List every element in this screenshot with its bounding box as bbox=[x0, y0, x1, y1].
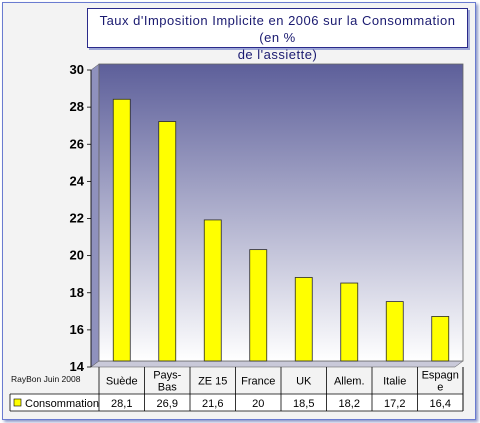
bar bbox=[203, 219, 222, 362]
bar bbox=[294, 277, 313, 362]
value-label: 26,9 bbox=[157, 398, 178, 410]
plot-area bbox=[98, 63, 464, 362]
bar bbox=[249, 249, 268, 362]
plot-floor bbox=[90, 360, 464, 368]
category-label: Pays- bbox=[153, 370, 181, 382]
y-tick-label: 30 bbox=[70, 62, 84, 77]
category-label: Espagn bbox=[422, 370, 459, 382]
legend-label: Consommation bbox=[25, 398, 99, 410]
category-label: UK bbox=[296, 376, 312, 388]
y-tick-label: 16 bbox=[70, 322, 84, 337]
value-label: 17,2 bbox=[384, 398, 405, 410]
chart-title: Taux d'Imposition Implicite en 2006 sur … bbox=[87, 8, 468, 62]
plot-side-wall bbox=[90, 63, 100, 368]
bar bbox=[431, 316, 450, 362]
value-label: 21,6 bbox=[202, 398, 223, 410]
y-tick-label: 24 bbox=[70, 173, 85, 188]
category-label: ZE 15 bbox=[198, 376, 227, 388]
value-label: 18,2 bbox=[339, 398, 360, 410]
bar bbox=[158, 121, 177, 362]
y-tick-label: 14 bbox=[70, 359, 85, 374]
category-label: Italie bbox=[383, 376, 406, 388]
chart-title-line-2: de l'assiette) bbox=[237, 47, 318, 62]
legend-swatch bbox=[13, 398, 22, 407]
y-tick-label: 20 bbox=[70, 248, 84, 263]
value-label: 18,5 bbox=[293, 398, 314, 410]
y-tick-label: 28 bbox=[70, 99, 84, 114]
y-tick-label: 18 bbox=[70, 285, 84, 300]
chart-title-line-1: Taux d'Imposition Implicite en 2006 sur … bbox=[99, 13, 456, 45]
bar bbox=[385, 301, 404, 362]
category-label: Allem. bbox=[334, 376, 365, 388]
category-label: France bbox=[241, 376, 275, 388]
value-label: 28,1 bbox=[111, 398, 132, 410]
value-label: 20 bbox=[252, 398, 264, 410]
category-label: Bas bbox=[158, 382, 177, 394]
value-label: 16,4 bbox=[430, 398, 451, 410]
bar bbox=[340, 282, 359, 362]
y-tick-label: 22 bbox=[70, 211, 84, 226]
credit-text: RayBon Juin 2008 bbox=[11, 374, 81, 384]
category-label: Suède bbox=[106, 376, 138, 388]
data-table-values-bg bbox=[10, 394, 463, 411]
bar bbox=[112, 98, 131, 362]
category-label: e bbox=[437, 382, 443, 394]
y-tick-label: 26 bbox=[70, 136, 84, 151]
